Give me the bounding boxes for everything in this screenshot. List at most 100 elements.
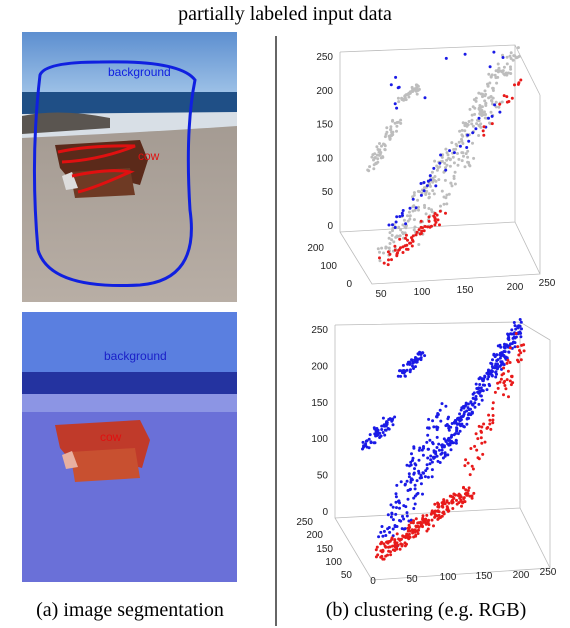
scatter-dot (400, 96, 404, 100)
scatter-dot (501, 56, 505, 59)
scatter-dot (490, 362, 494, 366)
scatter-dot (412, 519, 416, 523)
scatter-dot (483, 110, 486, 114)
scatter-dot (426, 456, 430, 460)
scatter-dot (431, 189, 435, 193)
scatter-dot (410, 478, 414, 482)
scatter-dot (428, 174, 432, 178)
scatter-dot (501, 69, 505, 73)
scatter-dot (486, 377, 490, 381)
scatter-dot (504, 387, 508, 391)
scatter-dot (507, 350, 511, 354)
scatter-dot (468, 494, 472, 498)
scatter-dot (383, 544, 387, 548)
scatter-dot (496, 68, 500, 72)
scatter-dot (400, 537, 403, 541)
scatter-dot (433, 502, 437, 506)
scatter-dot (509, 51, 513, 55)
x-tick-label: 200 (513, 570, 530, 581)
scatter-dot (423, 475, 427, 479)
scatter-dot (464, 152, 468, 156)
scatter-dot (455, 144, 459, 148)
scatter-dot (506, 358, 510, 362)
scatter-dot (430, 170, 434, 174)
scatter-dot (433, 515, 437, 519)
z-tick-label: 100 (316, 153, 333, 164)
scatter-dot (471, 392, 475, 396)
scatter-dot (398, 234, 402, 238)
scatter-dot (448, 149, 452, 153)
scatter-dot (440, 155, 444, 159)
scatter-dot (383, 144, 387, 148)
scatter-dot (453, 170, 457, 174)
scatter-dot (443, 502, 447, 506)
scatter-dot (502, 393, 505, 397)
scatter-dot (397, 225, 401, 229)
scatter-dot (503, 384, 507, 387)
scatter-dot (423, 206, 427, 209)
scatter-dot (473, 401, 477, 405)
scatter-dot (420, 229, 424, 233)
scatter-dot (490, 122, 494, 126)
scatter-dot (408, 206, 412, 210)
scatter-dot (381, 534, 385, 538)
scatter-dot (417, 521, 420, 525)
scatter-dot (411, 531, 415, 535)
scatter-dot (439, 204, 442, 208)
scatter-dot (440, 159, 444, 163)
x-tick-label: 0 (370, 576, 376, 587)
y-tick-label: 50 (341, 570, 353, 581)
scatter-dot (412, 218, 416, 222)
scatter-dot (491, 86, 495, 90)
scatter-dot (512, 321, 516, 324)
scatter-dot (372, 158, 375, 162)
scatter-dot (477, 134, 481, 137)
scatter-dot (479, 386, 483, 390)
scatter-dot (417, 528, 420, 532)
scatter-dot (433, 223, 437, 227)
scatter-dot (404, 505, 408, 509)
scatter-dot (486, 84, 490, 88)
scatter-dot (391, 423, 395, 427)
scatter-dot (405, 514, 409, 518)
scatter-dot (490, 373, 494, 377)
scatter-dot (458, 429, 462, 433)
scatter-dot (435, 446, 439, 449)
scatter-dot (408, 370, 412, 374)
scatter-dot (432, 166, 436, 170)
z-tick-label: 200 (311, 361, 328, 372)
y-tick-label: 200 (307, 243, 324, 254)
scatter-dot (406, 247, 410, 251)
scatter-dot (423, 354, 427, 358)
scatter-dot (482, 422, 486, 426)
scatter-dot (427, 195, 431, 199)
scatter-dot (427, 192, 431, 196)
scatter-dot (393, 538, 397, 542)
z-tick-label: 0 (322, 507, 328, 518)
scatter-dot (509, 67, 513, 71)
scatter-dot (374, 555, 378, 559)
scatter-dot (388, 252, 392, 256)
scatter-dot (409, 521, 413, 525)
scatter-dot (433, 216, 437, 219)
scatter-dot (393, 541, 397, 545)
scatter-dot (403, 94, 407, 98)
scatter-dot (410, 244, 414, 248)
scatter-dot (407, 92, 410, 96)
scatter-dot (513, 83, 516, 87)
scatter-dot (423, 96, 427, 100)
scatter-dot (437, 178, 441, 182)
scatter-dot (519, 351, 523, 355)
scatter-dot (405, 463, 409, 467)
scatter-dot (405, 479, 409, 483)
scatter-dot (403, 374, 407, 378)
scatter-dot (477, 402, 481, 406)
scatter-dot (406, 497, 410, 501)
scatter-dot (386, 527, 390, 531)
scatter-dot (368, 165, 372, 169)
scatter-dot (415, 230, 419, 234)
scatter-dot (516, 358, 519, 362)
scatter-dot (484, 104, 488, 107)
scatter-dot (470, 496, 474, 500)
z-tick-label: 100 (311, 434, 328, 445)
